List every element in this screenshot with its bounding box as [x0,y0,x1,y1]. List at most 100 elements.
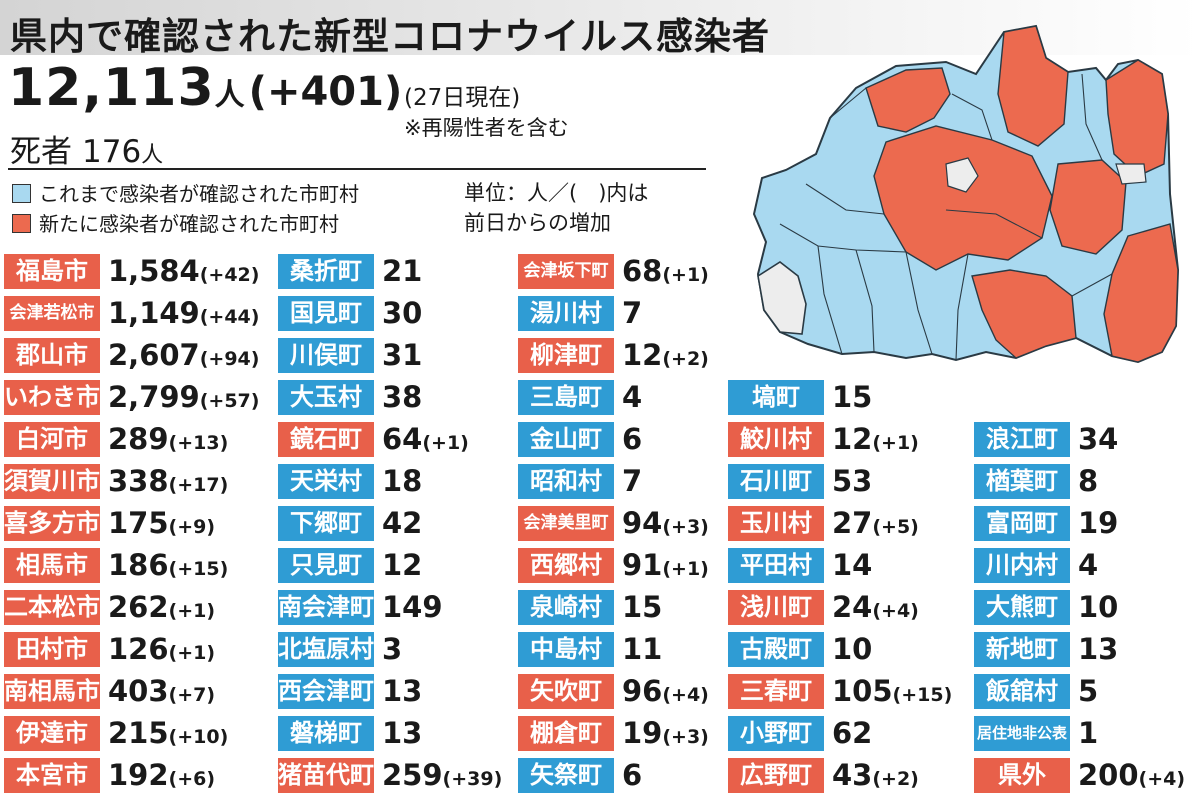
case-value: 8 [1078,464,1099,498]
municipality-row: 本宮市 192(+6) [4,756,215,794]
case-value: 27 [832,506,873,540]
case-value: 10 [1078,590,1119,624]
municipality-row: 南相馬市 403(+7) [4,672,215,710]
municipality-name: 飯舘村 [974,673,1070,709]
case-count: 91(+1) [622,548,709,582]
case-count: 31 [382,338,422,372]
municipality-row: 鏡石町 64(+1) [278,420,469,458]
municipality-row: 飯舘村 5 [974,672,1098,710]
case-increase: (+15) [892,684,953,706]
case-count: 19(+3) [622,716,709,750]
municipality-name: 川俣町 [278,337,374,373]
municipality-name: 南相馬市 [4,673,100,709]
municipality-name: 国見町 [278,295,374,331]
case-value: 4 [622,380,643,414]
reinfection-note: ※再陽性者を含む [404,116,569,140]
case-increase: (+1) [168,642,216,664]
municipality-name: 矢吹町 [518,673,614,709]
case-value: 4 [1078,548,1099,582]
municipality-row: 新地町 13 [974,630,1118,668]
municipality-row: 玉川村 27(+5) [728,504,919,542]
case-value: 6 [622,758,643,792]
case-count: 403(+7) [108,674,215,708]
municipality-name: 須賀川市 [4,463,100,499]
case-increase: (+39) [442,768,503,790]
municipality-row: 泉崎村 15 [518,588,662,626]
case-count: 19 [1078,506,1118,540]
case-value: 10 [832,632,873,666]
case-value: 13 [382,716,423,750]
municipality-row: 浅川町 24(+4) [728,588,919,626]
case-value: 192 [108,758,169,792]
case-value: 5 [1078,674,1099,708]
case-increase: (+44) [199,306,260,328]
case-increase: (+13) [168,432,229,454]
municipality-row: 湯川村 7 [518,294,642,332]
municipality-name: 湯川村 [518,295,614,331]
municipality-row: 矢吹町 96(+4) [518,672,709,710]
case-value: 15 [622,590,663,624]
case-value: 403 [108,674,169,708]
case-value: 2,799 [108,380,200,414]
case-count: 4 [622,380,642,414]
case-value: 215 [108,716,169,750]
case-count: 262(+1) [108,590,215,624]
case-increase: (+42) [199,264,260,286]
municipality-name: いわき市 [4,379,100,415]
case-value: 30 [382,296,423,330]
case-value: 13 [1078,632,1119,666]
case-increase: (+2) [662,348,709,370]
case-value: 94 [622,506,663,540]
case-value: 12 [832,422,873,456]
case-count: 30 [382,296,422,330]
municipality-row: 桑折町 21 [278,252,422,290]
case-value: 34 [1078,422,1119,456]
case-value: 18 [382,464,423,498]
case-increase: (+5) [872,516,919,538]
case-value: 38 [382,380,423,414]
case-value: 15 [832,380,873,414]
municipality-name: 西郷村 [518,547,614,583]
case-count: 15 [622,590,662,624]
case-value: 91 [622,548,663,582]
case-count: 2,607(+94) [108,338,259,372]
case-value: 200 [1078,758,1139,792]
municipality-name: 磐梯町 [278,715,374,751]
municipality-name: 福島市 [4,253,100,289]
case-count: 149 [382,590,443,624]
case-count: 6 [622,422,642,456]
case-count: 27(+5) [832,506,919,540]
municipality-row: 県外 200(+4) [974,756,1185,794]
case-increase: (+1) [662,558,709,580]
case-value: 1,149 [108,296,200,330]
municipality-name: 玉川村 [728,505,824,541]
case-value: 64 [382,422,423,456]
deaths-label: 死者 [10,134,72,170]
case-count: 186(+15) [108,548,228,582]
case-increase: (+15) [168,558,229,580]
case-count: 175(+9) [108,506,215,540]
municipality-row: 下郷町 42 [278,504,422,542]
municipality-row: 昭和村 7 [518,462,642,500]
municipality-name: 喜多方市 [4,505,100,541]
municipality-name: 北塩原村 [278,631,374,667]
case-value: 149 [382,590,443,624]
unit-note-line2: 前日からの増加 [464,211,611,235]
case-count: 53 [832,464,872,498]
municipality-name: 居住地非公表 [974,715,1070,751]
municipality-name: 塙町 [728,379,824,415]
municipality-row: 居住地非公表 1 [974,714,1098,752]
municipality-name: 猪苗代町 [278,757,374,793]
case-increase: (+1) [662,264,709,286]
municipality-name: 鮫川村 [728,421,824,457]
case-count: 10 [832,632,872,666]
municipality-name: 新地町 [974,631,1070,667]
municipality-name: 田村市 [4,631,100,667]
municipality-row: 塙町 15 [728,378,872,416]
municipality-row: 二本松市 262(+1) [4,588,215,626]
page-title: 県内で確認された新型コロナウイルス感染者 [10,15,770,58]
municipality-row: 田村市 126(+1) [4,630,215,668]
municipality-row: 磐梯町 13 [278,714,422,752]
municipality-row: 鮫川村 12(+1) [728,420,919,458]
municipality-row: 只見町 12 [278,546,422,584]
